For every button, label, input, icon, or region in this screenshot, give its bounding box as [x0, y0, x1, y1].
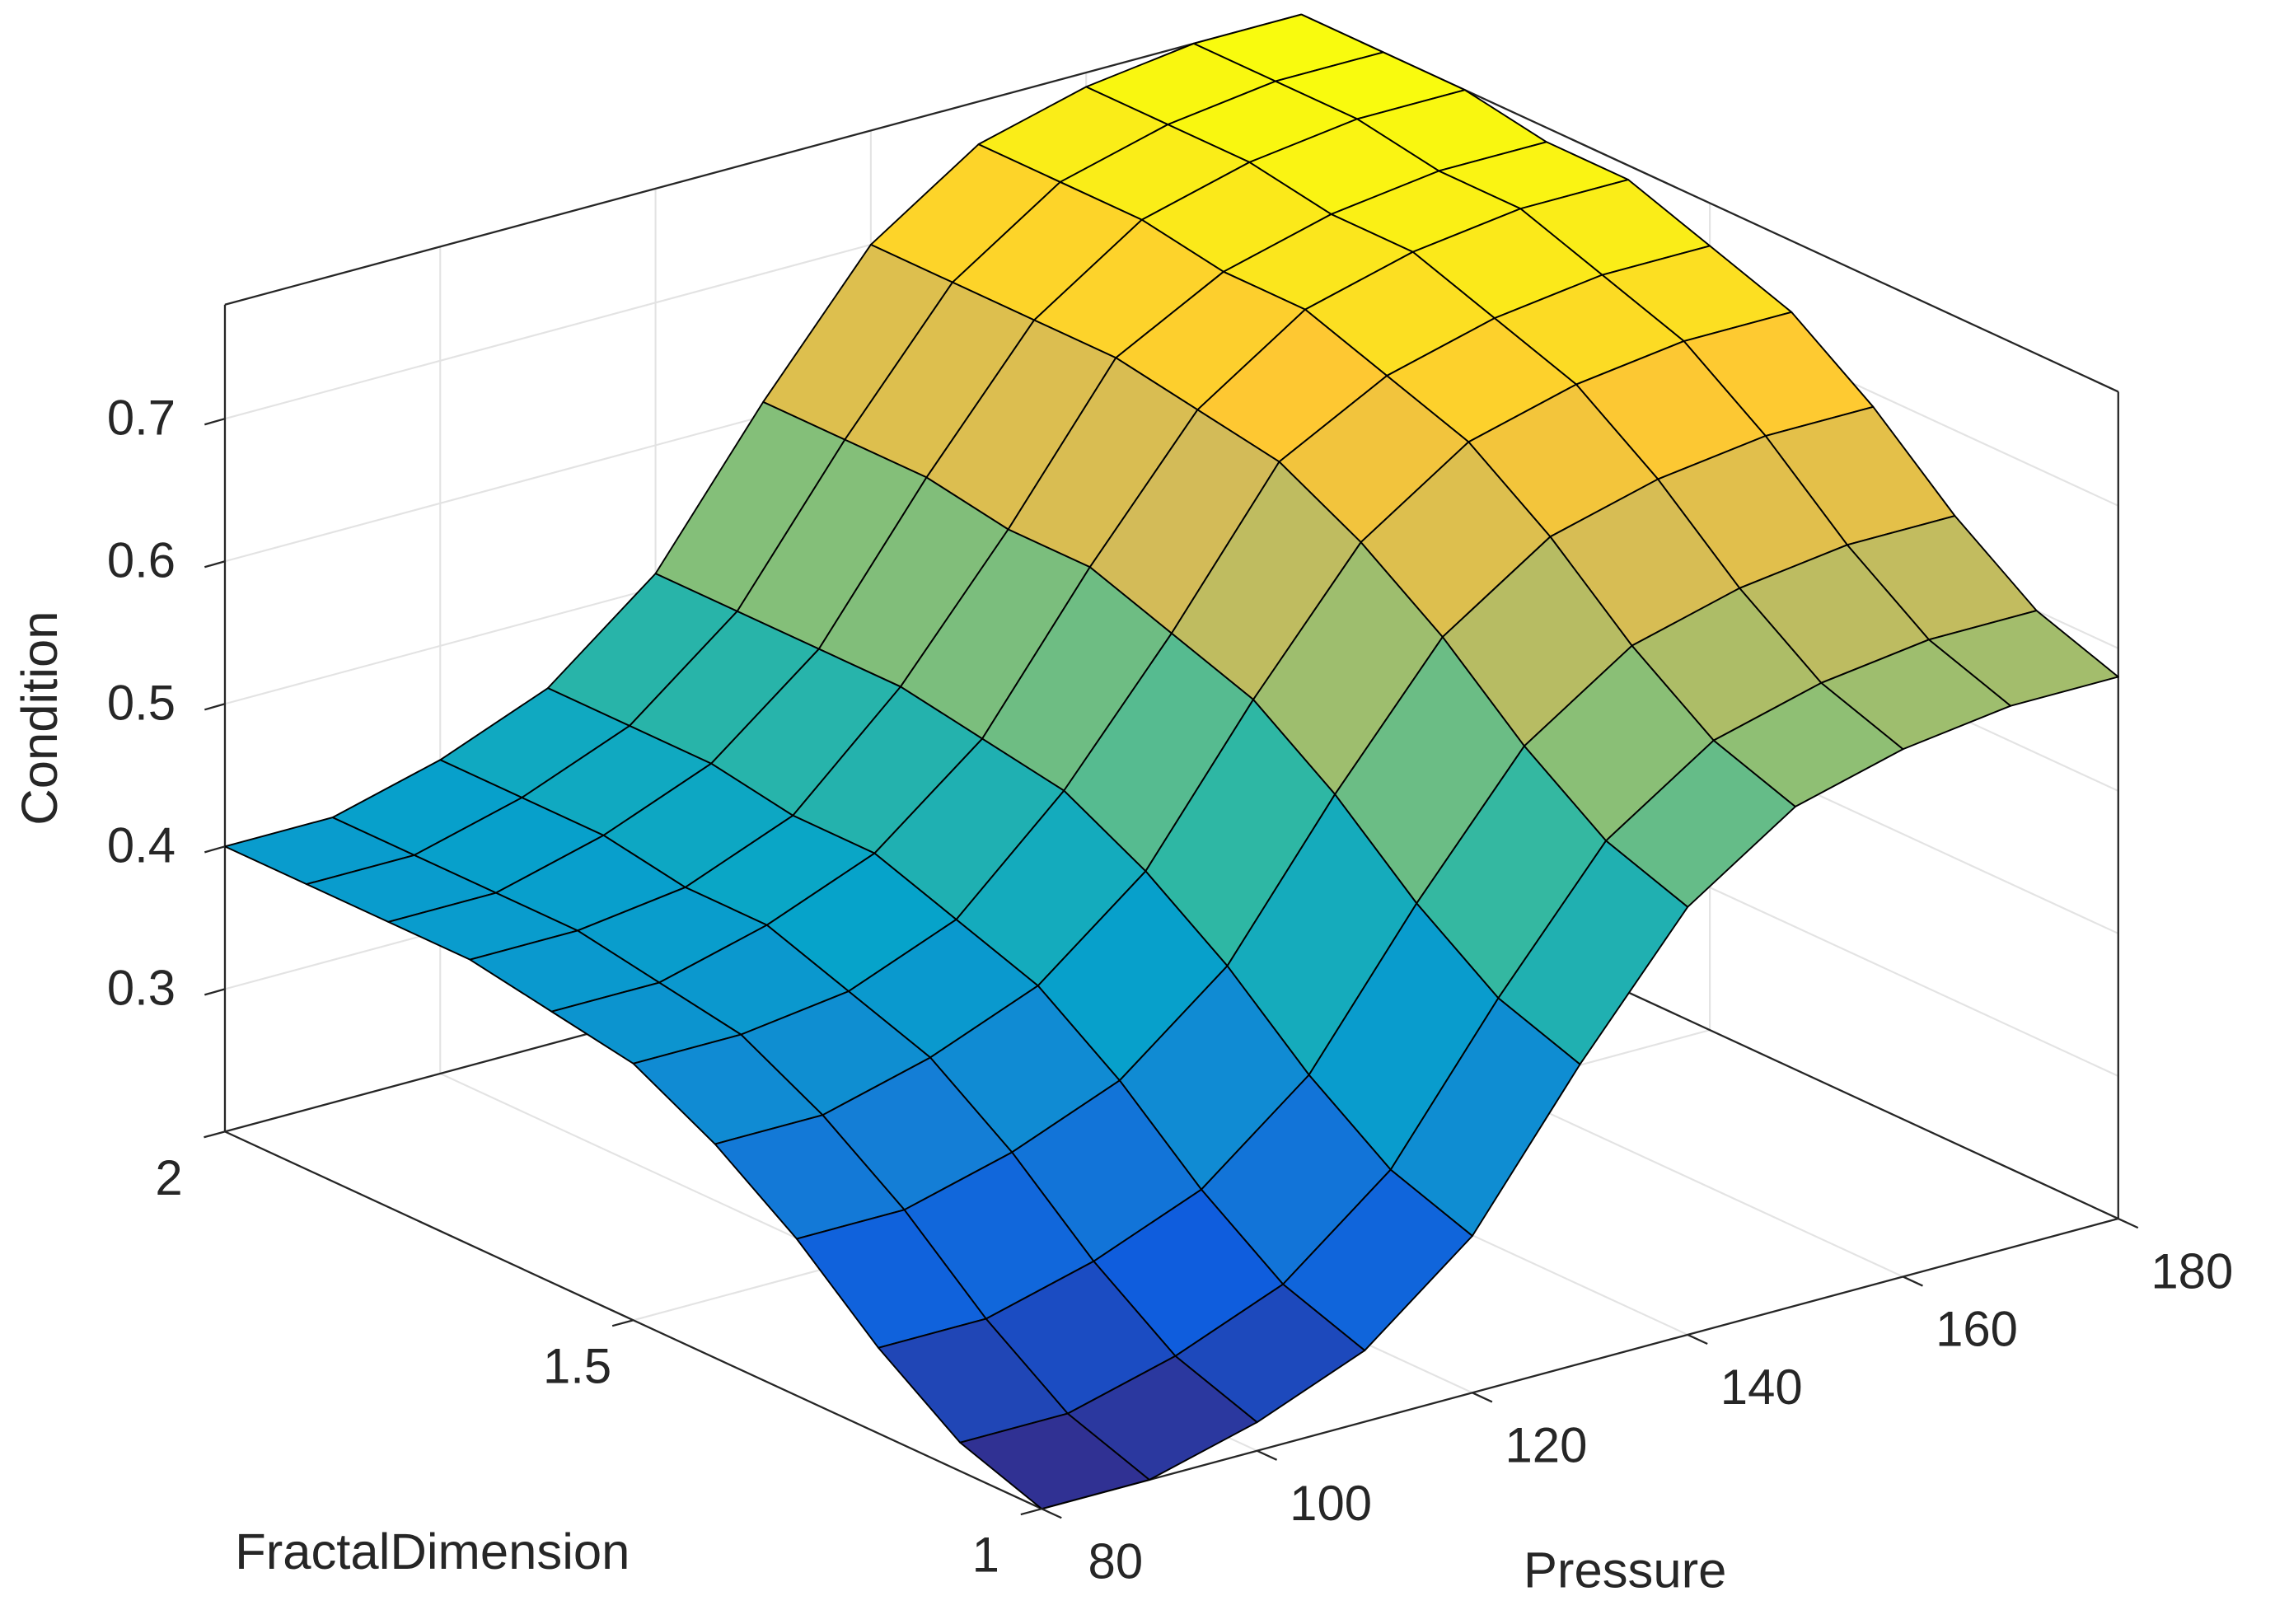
z-tick-label: 0.7: [107, 391, 176, 446]
x-tick-label: 100: [1290, 1476, 1372, 1531]
y-tick: [1020, 1508, 1042, 1516]
z-tick: [204, 845, 226, 854]
z-tick-label: 0.5: [107, 676, 176, 731]
z-tick: [204, 703, 226, 711]
y-tick: [204, 1130, 226, 1139]
z-tick: [204, 988, 226, 996]
x-tick-label: 80: [1088, 1533, 1144, 1589]
x-tick-label: 180: [2151, 1243, 2233, 1299]
z-tick-label: 0.4: [107, 818, 176, 873]
z-tick-label: 0.6: [107, 533, 176, 588]
x-tick: [1687, 1333, 1708, 1346]
axis-line: [1041, 1217, 2119, 1510]
x-tick-label: 160: [1936, 1302, 2018, 1357]
x-tick-label: 120: [1505, 1418, 1587, 1473]
x-tick: [2118, 1218, 2139, 1229]
y-tick: [611, 1319, 634, 1327]
ticks: 0.3 0.4 0.5 0.6 0.7 1 1.5 2 80 100 120 140 160 180: [107, 391, 2233, 1589]
y-tick-label: 2: [155, 1150, 182, 1205]
x-axis-label: Pressure: [1524, 1542, 1727, 1599]
surface: [224, 13, 2119, 1510]
x-tick-label: 140: [1720, 1360, 1803, 1415]
y-tick-label: 1.5: [543, 1339, 611, 1394]
z-tick: [204, 560, 226, 569]
z-tick: [204, 418, 226, 426]
surface-patch: [959, 1412, 1150, 1510]
z-tick-label: 0.3: [107, 961, 176, 1016]
y-tick-label: 1: [972, 1528, 999, 1583]
z-axis-label: Condition: [12, 611, 68, 825]
x-tick: [1257, 1449, 1278, 1461]
x-tick: [1902, 1275, 1923, 1287]
axis-line: [224, 13, 1302, 306]
y-axis-label: FractalDimension: [235, 1523, 630, 1580]
x-tick: [1041, 1508, 1062, 1519]
x-tick: [1472, 1392, 1493, 1403]
